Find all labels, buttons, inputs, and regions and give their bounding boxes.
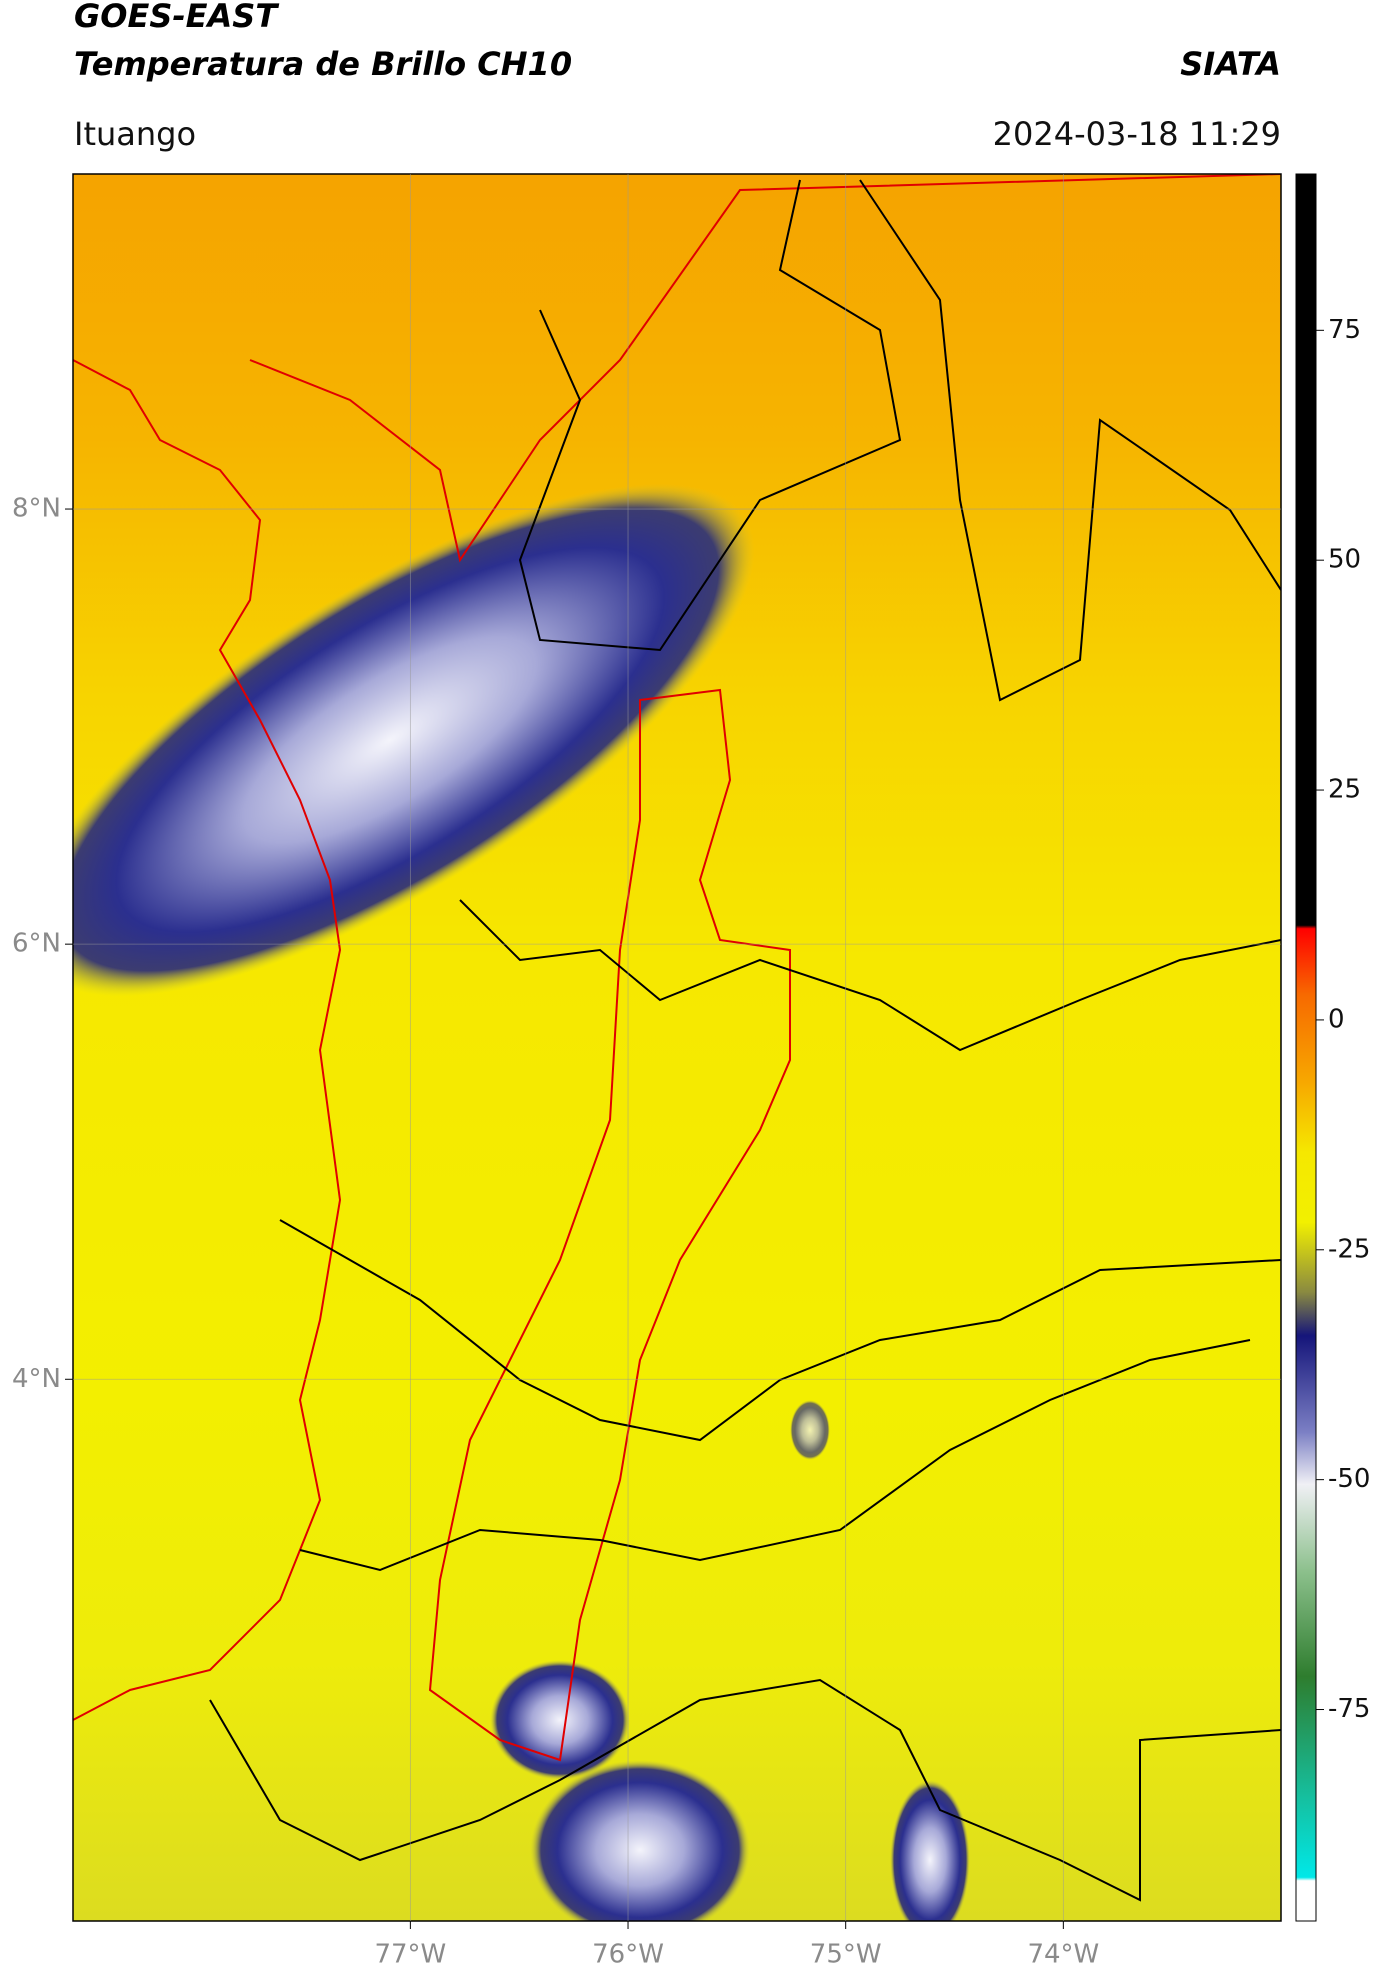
border [299, 1339, 1251, 1572]
datetime: 2024-03-18 11:29 [993, 115, 1281, 153]
map-imagery [73, 174, 1281, 1921]
temperature-field [73, 174, 1281, 1921]
border [459, 899, 1281, 1052]
cloud-cell [890, 1780, 970, 1921]
x-tick-label: 77°W [374, 1940, 446, 1970]
y-tick-label: 6°N [12, 929, 61, 959]
map-frame [72, 173, 1282, 1922]
x-tick-label: 76°W [592, 1940, 664, 1970]
location: Ituango [74, 115, 196, 153]
product-title: Temperatura de Brillo CH10 [74, 45, 572, 83]
y-tick-label: 4°N [12, 1364, 61, 1394]
colorbar-tick-label: 50 [1328, 545, 1361, 575]
colorbar-tick-label: 0 [1328, 1004, 1345, 1034]
colorbar [1295, 173, 1317, 1922]
coastline [73, 359, 342, 1721]
coastline [249, 174, 1281, 563]
y-tick-label: 8°N [12, 494, 61, 524]
colorbar-tick-label: -50 [1328, 1464, 1370, 1494]
cloud-cell [490, 1660, 630, 1780]
satellite-name: GOES-EAST [74, 0, 279, 35]
colorbar-tick-label: 25 [1328, 775, 1361, 805]
agency: SIATA [1180, 45, 1281, 83]
cloud-cell [530, 1760, 750, 1921]
border [859, 179, 1281, 702]
x-tick-label: 74°W [1027, 1940, 1099, 1970]
colorbar-tick-label: -25 [1328, 1234, 1370, 1264]
cloud-cell [790, 1400, 830, 1460]
basin-outline [428, 688, 791, 1762]
cloud-system [73, 483, 755, 997]
x-tick-label: 75°W [810, 1940, 882, 1970]
border [279, 1219, 1281, 1442]
colorbar-tick-label: 75 [1328, 315, 1361, 345]
border [209, 1678, 1281, 1902]
colorbar-tick-label: -75 [1328, 1694, 1370, 1724]
border [518, 179, 902, 652]
